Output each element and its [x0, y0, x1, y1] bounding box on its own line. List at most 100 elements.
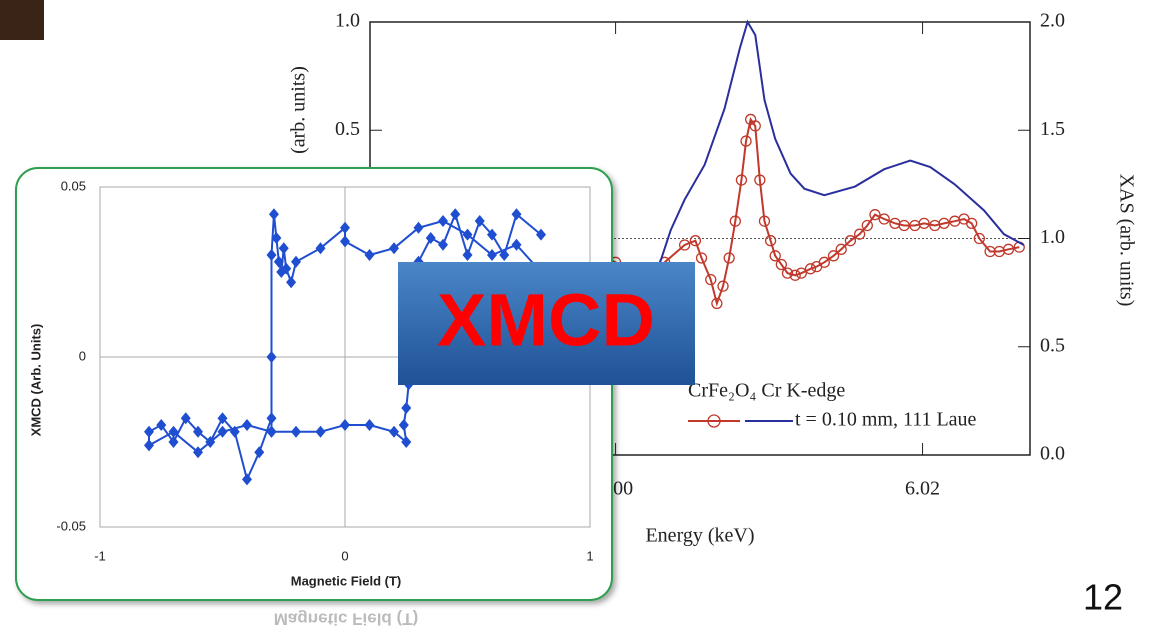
- data-point: [278, 242, 289, 255]
- data-point: [168, 436, 179, 448]
- data-point: [487, 249, 497, 261]
- data-point: [340, 419, 350, 431]
- data-point: [1002, 243, 1015, 255]
- data-point: [315, 425, 326, 438]
- data-point: [511, 238, 522, 251]
- data-point: [254, 446, 265, 459]
- data-point: [818, 256, 830, 268]
- y-axis-label: (arb. units): [288, 66, 310, 154]
- data-point: [689, 235, 702, 247]
- data-point: [869, 209, 881, 221]
- legend-label: t = 0.10 mm, 111 Laue: [795, 409, 977, 431]
- overlay-label: XMCD: [437, 279, 655, 362]
- y-tick-label: -0.05: [56, 518, 86, 533]
- data-point: [268, 208, 279, 221]
- data-point: [487, 228, 497, 241]
- data-point: [827, 250, 840, 262]
- data-point: [242, 473, 252, 486]
- data-point: [861, 219, 873, 232]
- data-point: [511, 208, 522, 221]
- data-point: [499, 249, 510, 261]
- data-point: [425, 232, 436, 244]
- y2-tick-label: 1.5: [1040, 118, 1065, 140]
- y-tick-label: 0.05: [61, 178, 86, 193]
- data-point: [340, 221, 350, 234]
- data-point: [984, 245, 996, 258]
- data-point: [853, 228, 866, 240]
- data-point: [462, 228, 473, 241]
- data-point: [291, 255, 301, 268]
- data-point: [286, 276, 297, 289]
- y2-axis-label: XAS (arb. units): [1115, 174, 1137, 307]
- data-point: [168, 425, 179, 438]
- data-point: [217, 412, 228, 425]
- data-point: [769, 250, 781, 262]
- data-point: [754, 174, 766, 186]
- x-tick-label: 6.02: [905, 478, 940, 500]
- data-point: [193, 425, 203, 438]
- data-point: [144, 439, 154, 452]
- data-point: [536, 228, 546, 241]
- data-point: [193, 446, 203, 459]
- data-point: [266, 351, 277, 363]
- data-point: [205, 436, 216, 448]
- legend-title: CrFe₂O₄ Cr K-edge: [688, 380, 845, 402]
- data-point: [711, 297, 723, 310]
- data-point: [438, 238, 448, 251]
- data-point: [401, 402, 412, 414]
- reflection: Magnetic Field (T): [274, 610, 419, 629]
- x-tick-label: 1: [586, 548, 593, 563]
- data-point: [679, 239, 691, 251]
- data-point: [271, 232, 282, 244]
- y2-tick-label: 2.0: [1040, 10, 1065, 32]
- overlay: XMCD: [398, 262, 695, 385]
- y-tick-label: 1.0: [335, 10, 360, 32]
- data-point: [804, 263, 817, 275]
- data-point: [973, 232, 985, 245]
- data-point: [266, 425, 277, 438]
- y-tick-label: 0: [79, 348, 86, 363]
- page-number: 12: [1083, 577, 1123, 618]
- data-point: [315, 242, 326, 255]
- overlay-box: [398, 262, 695, 385]
- data-point: [844, 235, 857, 247]
- legend-swatch: [707, 414, 721, 428]
- data-point: [781, 267, 794, 279]
- x-tick-label: -1: [94, 548, 106, 563]
- corner-image: [0, 0, 44, 40]
- data-point: [144, 425, 154, 438]
- data-point: [281, 262, 292, 275]
- data-point: [717, 280, 729, 292]
- data-point: [966, 217, 978, 229]
- data-point: [450, 208, 461, 221]
- data-point: [340, 235, 350, 248]
- data-point: [735, 174, 748, 186]
- y2-tick-label: 0.0: [1040, 443, 1065, 465]
- data-point: [749, 120, 761, 132]
- data-point: [775, 258, 787, 271]
- data-point: [795, 267, 807, 279]
- data-point: [462, 249, 473, 261]
- data-point: [789, 269, 801, 281]
- data-point: [364, 419, 375, 431]
- data-point: [438, 215, 448, 227]
- data-point: [266, 412, 277, 425]
- y-tick-label: 0.5: [335, 118, 360, 140]
- data-point: [764, 235, 777, 247]
- x-tick-label: 0: [341, 548, 348, 563]
- data-point: [229, 425, 240, 438]
- data-point: [389, 425, 399, 438]
- data-point: [364, 249, 375, 261]
- data-point: [938, 217, 950, 229]
- data-point: [389, 242, 399, 255]
- data-point: [217, 425, 228, 438]
- data-point: [705, 273, 717, 286]
- data-point: [898, 219, 910, 232]
- data-point: [695, 252, 708, 264]
- data-point: [180, 412, 191, 425]
- series-line: [634, 19, 1025, 300]
- data-point: [878, 213, 890, 225]
- data-point: [835, 243, 847, 255]
- data-point: [156, 419, 167, 431]
